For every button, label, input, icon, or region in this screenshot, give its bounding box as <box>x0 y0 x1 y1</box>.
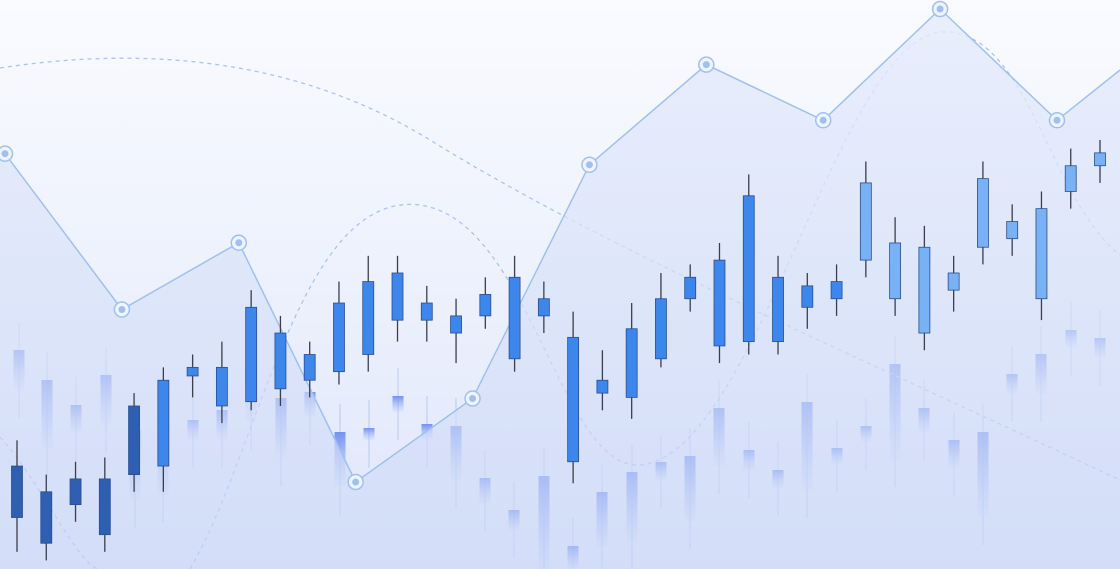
candle <box>655 272 667 368</box>
candle <box>537 281 550 334</box>
candle <box>479 277 492 329</box>
candle <box>713 242 726 364</box>
candle <box>625 303 638 419</box>
candle <box>186 354 199 398</box>
candle <box>274 315 287 406</box>
candle <box>333 281 345 385</box>
candle <box>420 285 433 342</box>
candle <box>684 264 697 312</box>
candlestick-series <box>11 140 1106 561</box>
line-point <box>464 390 481 407</box>
candle <box>40 474 53 561</box>
candle <box>918 225 931 351</box>
candle <box>801 272 814 329</box>
candle <box>772 255 784 355</box>
candle <box>567 311 580 484</box>
candle <box>889 217 902 316</box>
line-point <box>113 301 131 318</box>
candle <box>128 393 140 492</box>
candle <box>391 255 404 342</box>
candle <box>1094 140 1106 183</box>
dashed-curve-long <box>0 57 1120 481</box>
candle <box>742 174 755 355</box>
line-point <box>698 56 715 73</box>
candle <box>508 255 521 372</box>
candle <box>245 290 258 411</box>
candle <box>215 341 228 424</box>
candle <box>450 298 462 364</box>
line-point <box>581 156 598 174</box>
line-point <box>230 234 248 251</box>
line-area-fill <box>0 9 1120 569</box>
ghost-candle <box>392 368 404 440</box>
candle <box>1064 148 1077 209</box>
line-point <box>347 473 364 491</box>
candle <box>157 367 170 492</box>
candle <box>69 461 82 522</box>
candle <box>947 255 960 312</box>
candle <box>11 440 23 552</box>
candle <box>362 255 375 372</box>
candle <box>303 341 316 398</box>
candle <box>830 264 843 316</box>
line-point <box>1048 112 1066 129</box>
candle <box>596 350 609 411</box>
candle <box>977 161 989 265</box>
line-point <box>814 112 832 129</box>
candle <box>859 161 872 278</box>
ghost-candle <box>363 400 375 468</box>
line-point <box>0 145 14 162</box>
line-point <box>931 0 949 18</box>
line-points <box>0 0 1066 491</box>
dashed-curve-hill <box>189 31 1120 569</box>
candle <box>1035 191 1048 321</box>
candle <box>98 457 111 552</box>
candle <box>1006 204 1019 256</box>
